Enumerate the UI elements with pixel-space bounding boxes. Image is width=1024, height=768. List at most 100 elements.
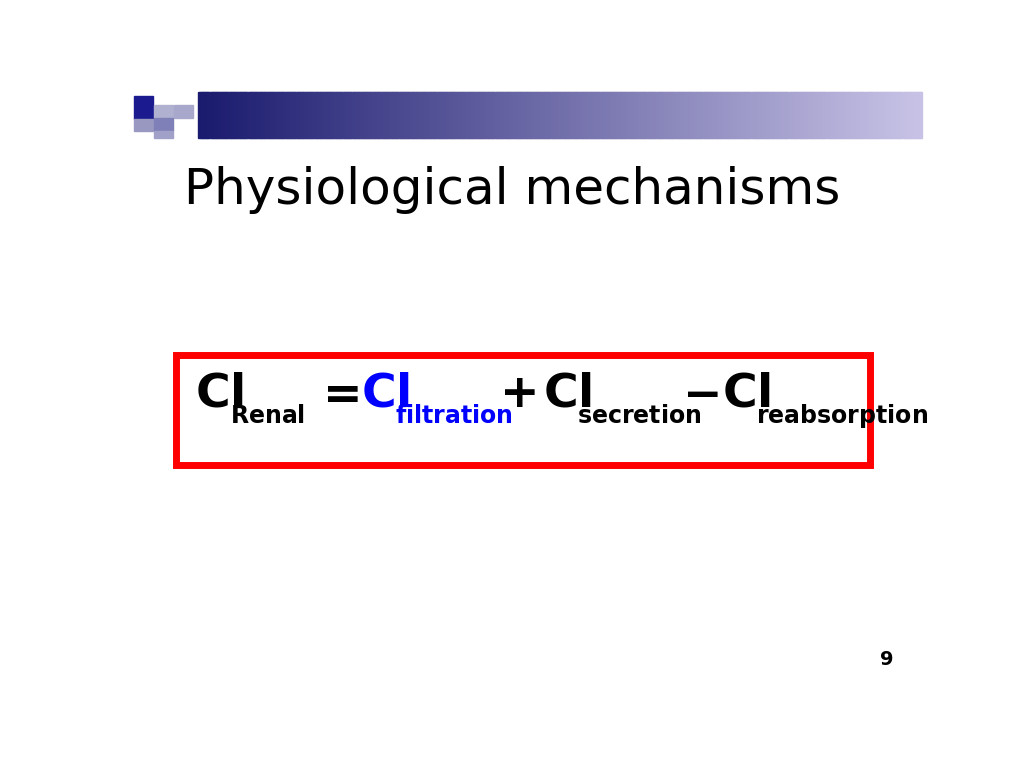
Bar	[520, 92, 522, 137]
Bar	[587, 92, 590, 137]
Bar	[397, 92, 399, 137]
Bar	[426, 92, 428, 137]
Bar	[860, 92, 862, 137]
Bar	[699, 92, 701, 137]
Bar	[893, 92, 895, 137]
Bar	[679, 92, 682, 137]
Bar	[335, 92, 338, 137]
Bar	[249, 92, 251, 137]
Bar	[683, 92, 685, 137]
Bar	[795, 92, 798, 137]
Bar	[428, 92, 430, 137]
Bar	[638, 92, 640, 137]
Text: $\mathbf{Renal}$: $\mathbf{Renal}$	[229, 404, 305, 429]
Bar	[818, 92, 821, 137]
Bar	[202, 92, 204, 137]
Bar	[408, 92, 411, 137]
Bar	[357, 92, 359, 137]
Bar	[348, 92, 350, 137]
Bar	[750, 92, 753, 137]
Bar	[236, 92, 239, 137]
Bar	[766, 92, 769, 137]
Bar	[529, 92, 531, 137]
Bar	[851, 92, 854, 137]
Bar	[155, 104, 173, 118]
Bar	[667, 92, 669, 137]
Bar	[234, 92, 237, 137]
Bar	[601, 92, 604, 137]
Bar	[692, 92, 694, 137]
Bar	[584, 92, 586, 137]
Bar	[724, 92, 727, 137]
Bar	[374, 92, 376, 137]
Bar	[623, 92, 626, 137]
Bar	[871, 92, 873, 137]
Bar	[532, 92, 536, 137]
Bar	[200, 92, 203, 137]
Bar	[497, 92, 499, 137]
Bar	[377, 92, 380, 137]
Bar	[558, 92, 560, 137]
Bar	[891, 92, 894, 137]
Bar	[223, 92, 225, 137]
Bar	[605, 92, 607, 137]
Bar	[685, 92, 687, 137]
Bar	[735, 92, 738, 137]
Bar	[453, 92, 456, 137]
Bar	[214, 92, 217, 137]
Bar	[368, 92, 371, 137]
Bar	[567, 92, 569, 137]
Bar	[632, 92, 635, 137]
Bar	[761, 92, 763, 137]
Text: $\mathbf{+}$: $\mathbf{+}$	[500, 372, 536, 417]
Bar	[872, 92, 876, 137]
Bar	[419, 92, 421, 137]
Bar	[266, 92, 269, 137]
Bar	[243, 92, 246, 137]
Bar	[475, 92, 477, 137]
Bar	[362, 92, 366, 137]
Bar	[489, 92, 492, 137]
Bar	[328, 92, 331, 137]
Bar	[627, 92, 630, 137]
Bar	[268, 92, 271, 137]
Bar	[561, 92, 564, 137]
Bar	[827, 92, 830, 137]
Bar	[777, 92, 779, 137]
Bar	[672, 92, 675, 137]
Bar	[547, 92, 550, 137]
Bar	[877, 92, 879, 137]
Bar	[530, 92, 534, 137]
Bar	[785, 92, 788, 137]
Bar	[343, 92, 345, 137]
Bar	[332, 92, 334, 137]
Bar	[464, 92, 466, 137]
Bar	[292, 92, 295, 137]
Bar	[820, 92, 823, 137]
Bar	[650, 92, 652, 137]
Bar	[887, 92, 890, 137]
Bar	[386, 92, 389, 137]
Bar	[740, 92, 743, 137]
Bar	[483, 92, 486, 137]
Bar	[778, 92, 781, 137]
Bar	[360, 92, 364, 137]
Bar	[625, 92, 628, 137]
Bar	[466, 92, 468, 137]
Bar	[221, 92, 224, 137]
Bar	[855, 92, 857, 137]
Bar	[280, 92, 282, 137]
Bar	[429, 92, 432, 137]
Bar	[473, 92, 475, 137]
Bar	[670, 92, 673, 137]
Bar	[155, 118, 173, 131]
Bar	[839, 92, 841, 137]
Bar	[568, 92, 571, 137]
Bar	[290, 92, 293, 137]
Bar	[829, 92, 831, 137]
Bar	[707, 92, 709, 137]
Bar	[406, 92, 409, 137]
Bar	[551, 92, 553, 137]
Bar	[400, 92, 403, 137]
Bar	[690, 92, 692, 137]
